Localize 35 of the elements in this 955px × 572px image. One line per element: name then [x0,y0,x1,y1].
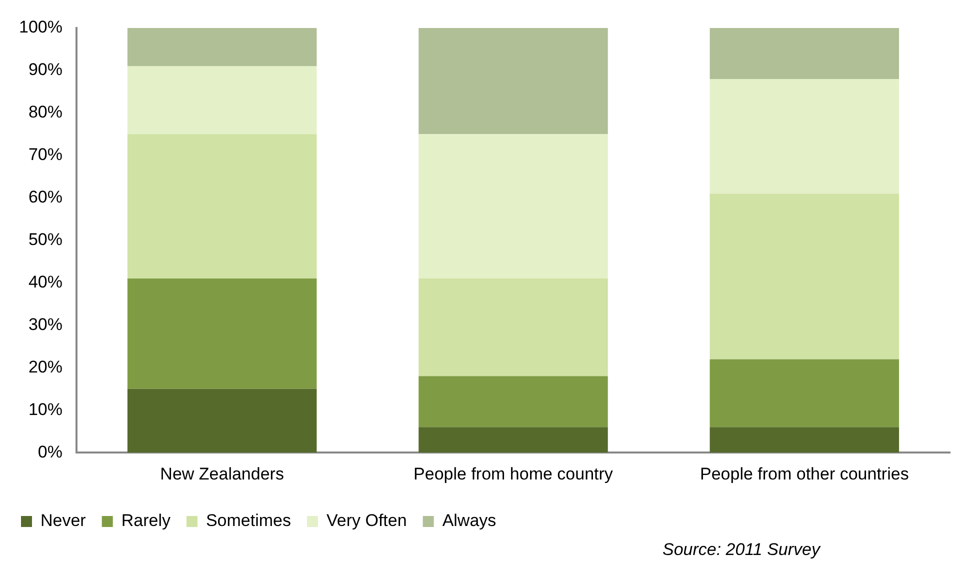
y-tick-label: 40% [28,272,62,292]
legend-label: Sometimes [206,511,291,530]
bar [710,78,900,194]
y-tick-label: 70% [28,145,62,164]
bar [418,278,608,376]
y-tick-label: 0% [38,442,62,462]
bar [418,134,608,279]
bar [127,388,317,453]
x-tick-label: People from home country [414,464,614,484]
y-tick-label: 10% [28,400,62,419]
bar [127,28,317,66]
x-tick-label: New Zealanders [160,464,284,484]
bar [127,66,317,134]
bar [710,427,900,453]
y-tick-label: 30% [28,314,62,334]
bar [710,194,900,360]
legend-label: Never [40,511,86,530]
bar [418,376,608,428]
y-tick-label: 80% [28,102,62,122]
legend-label: Very Often [326,511,407,530]
legend-label: Always [442,511,496,530]
bar [418,427,608,453]
legend-label: Rarely [121,511,171,530]
y-tick-label: 100% [18,18,62,37]
bar [127,134,317,279]
y-tick-label: 50% [28,230,62,249]
y-tick-label: 60% [28,188,62,207]
x-tick-label: People from other countries [700,464,909,484]
y-tick-label: 90% [28,60,62,80]
bar [418,28,608,134]
y-tick-label: 20% [28,357,62,376]
bar [710,28,900,79]
bar [710,359,900,428]
bar [127,278,317,389]
source-note: Source: 2011 Survey [662,540,820,560]
